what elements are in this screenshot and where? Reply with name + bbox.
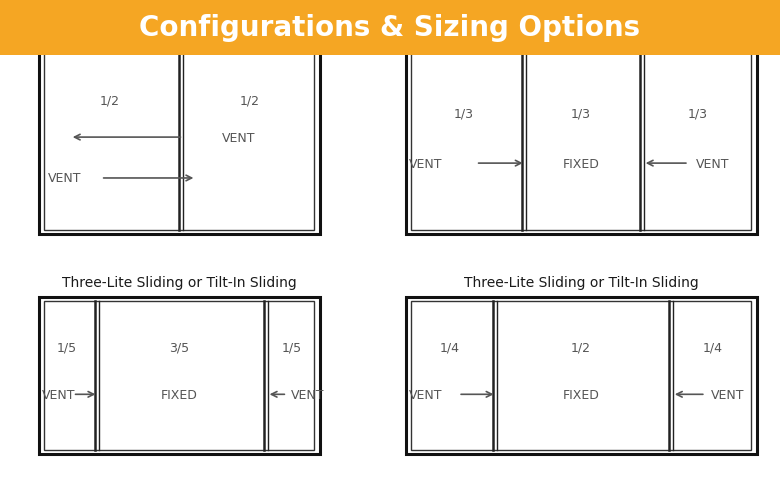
Text: VENT: VENT [222, 131, 255, 144]
Bar [39, 49, 320, 234]
Text: 1/3: 1/3 [454, 107, 474, 120]
Text: 1/4: 1/4 [703, 341, 723, 354]
Text: VENT: VENT [711, 388, 744, 401]
Text: 1/3: 1/3 [688, 107, 708, 120]
Bar [0, 0, 780, 56]
Text: 3/5: 3/5 [169, 341, 190, 354]
Bar [411, 52, 751, 231]
Bar [44, 52, 314, 231]
Text: VENT: VENT [42, 388, 76, 401]
Bar [406, 298, 757, 454]
Text: VENT: VENT [696, 157, 729, 170]
Text: 1/3: 1/3 [571, 107, 591, 120]
Text: VENT: VENT [409, 157, 442, 170]
Text: Configurations & Sizing Options: Configurations & Sizing Options [140, 14, 640, 42]
Text: 1/4: 1/4 [439, 341, 459, 354]
Bar [406, 49, 757, 234]
Bar [39, 298, 320, 454]
Text: FIXED: FIXED [161, 388, 198, 401]
Text: FIXED: FIXED [562, 157, 600, 170]
Text: 1/2: 1/2 [99, 94, 119, 107]
Text: 1/2: 1/2 [239, 94, 260, 107]
Text: 1/5: 1/5 [57, 341, 77, 354]
Text: VENT: VENT [291, 388, 324, 401]
Text: FIXED: FIXED [562, 388, 600, 401]
Text: 1/5: 1/5 [282, 341, 302, 354]
Text: Three-Lite Sliding or Tilt-In Sliding: Three-Lite Sliding or Tilt-In Sliding [464, 27, 698, 41]
Bar [411, 301, 751, 450]
Bar [44, 301, 314, 450]
Text: Three-Lite Sliding or Tilt-In Sliding: Three-Lite Sliding or Tilt-In Sliding [464, 276, 698, 290]
Text: Three-Lite Sliding or Tilt-In Sliding: Three-Lite Sliding or Tilt-In Sliding [62, 276, 296, 290]
Text: Two-Lite Sliding or Tilt-In Sliding: Two-Lite Sliding or Tilt-In Sliding [69, 27, 290, 41]
Text: VENT: VENT [409, 388, 442, 401]
Text: VENT: VENT [48, 172, 81, 185]
Text: 1/2: 1/2 [571, 341, 591, 354]
